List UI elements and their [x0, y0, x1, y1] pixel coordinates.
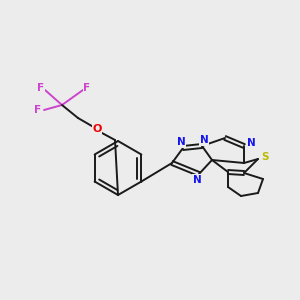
- Text: N: N: [247, 138, 255, 148]
- Text: N: N: [200, 135, 208, 145]
- Text: N: N: [177, 137, 185, 147]
- Text: O: O: [92, 124, 102, 134]
- Text: F: F: [34, 105, 42, 115]
- Text: S: S: [261, 152, 269, 162]
- Text: F: F: [38, 83, 45, 93]
- Text: F: F: [83, 83, 91, 93]
- Text: N: N: [193, 175, 201, 185]
